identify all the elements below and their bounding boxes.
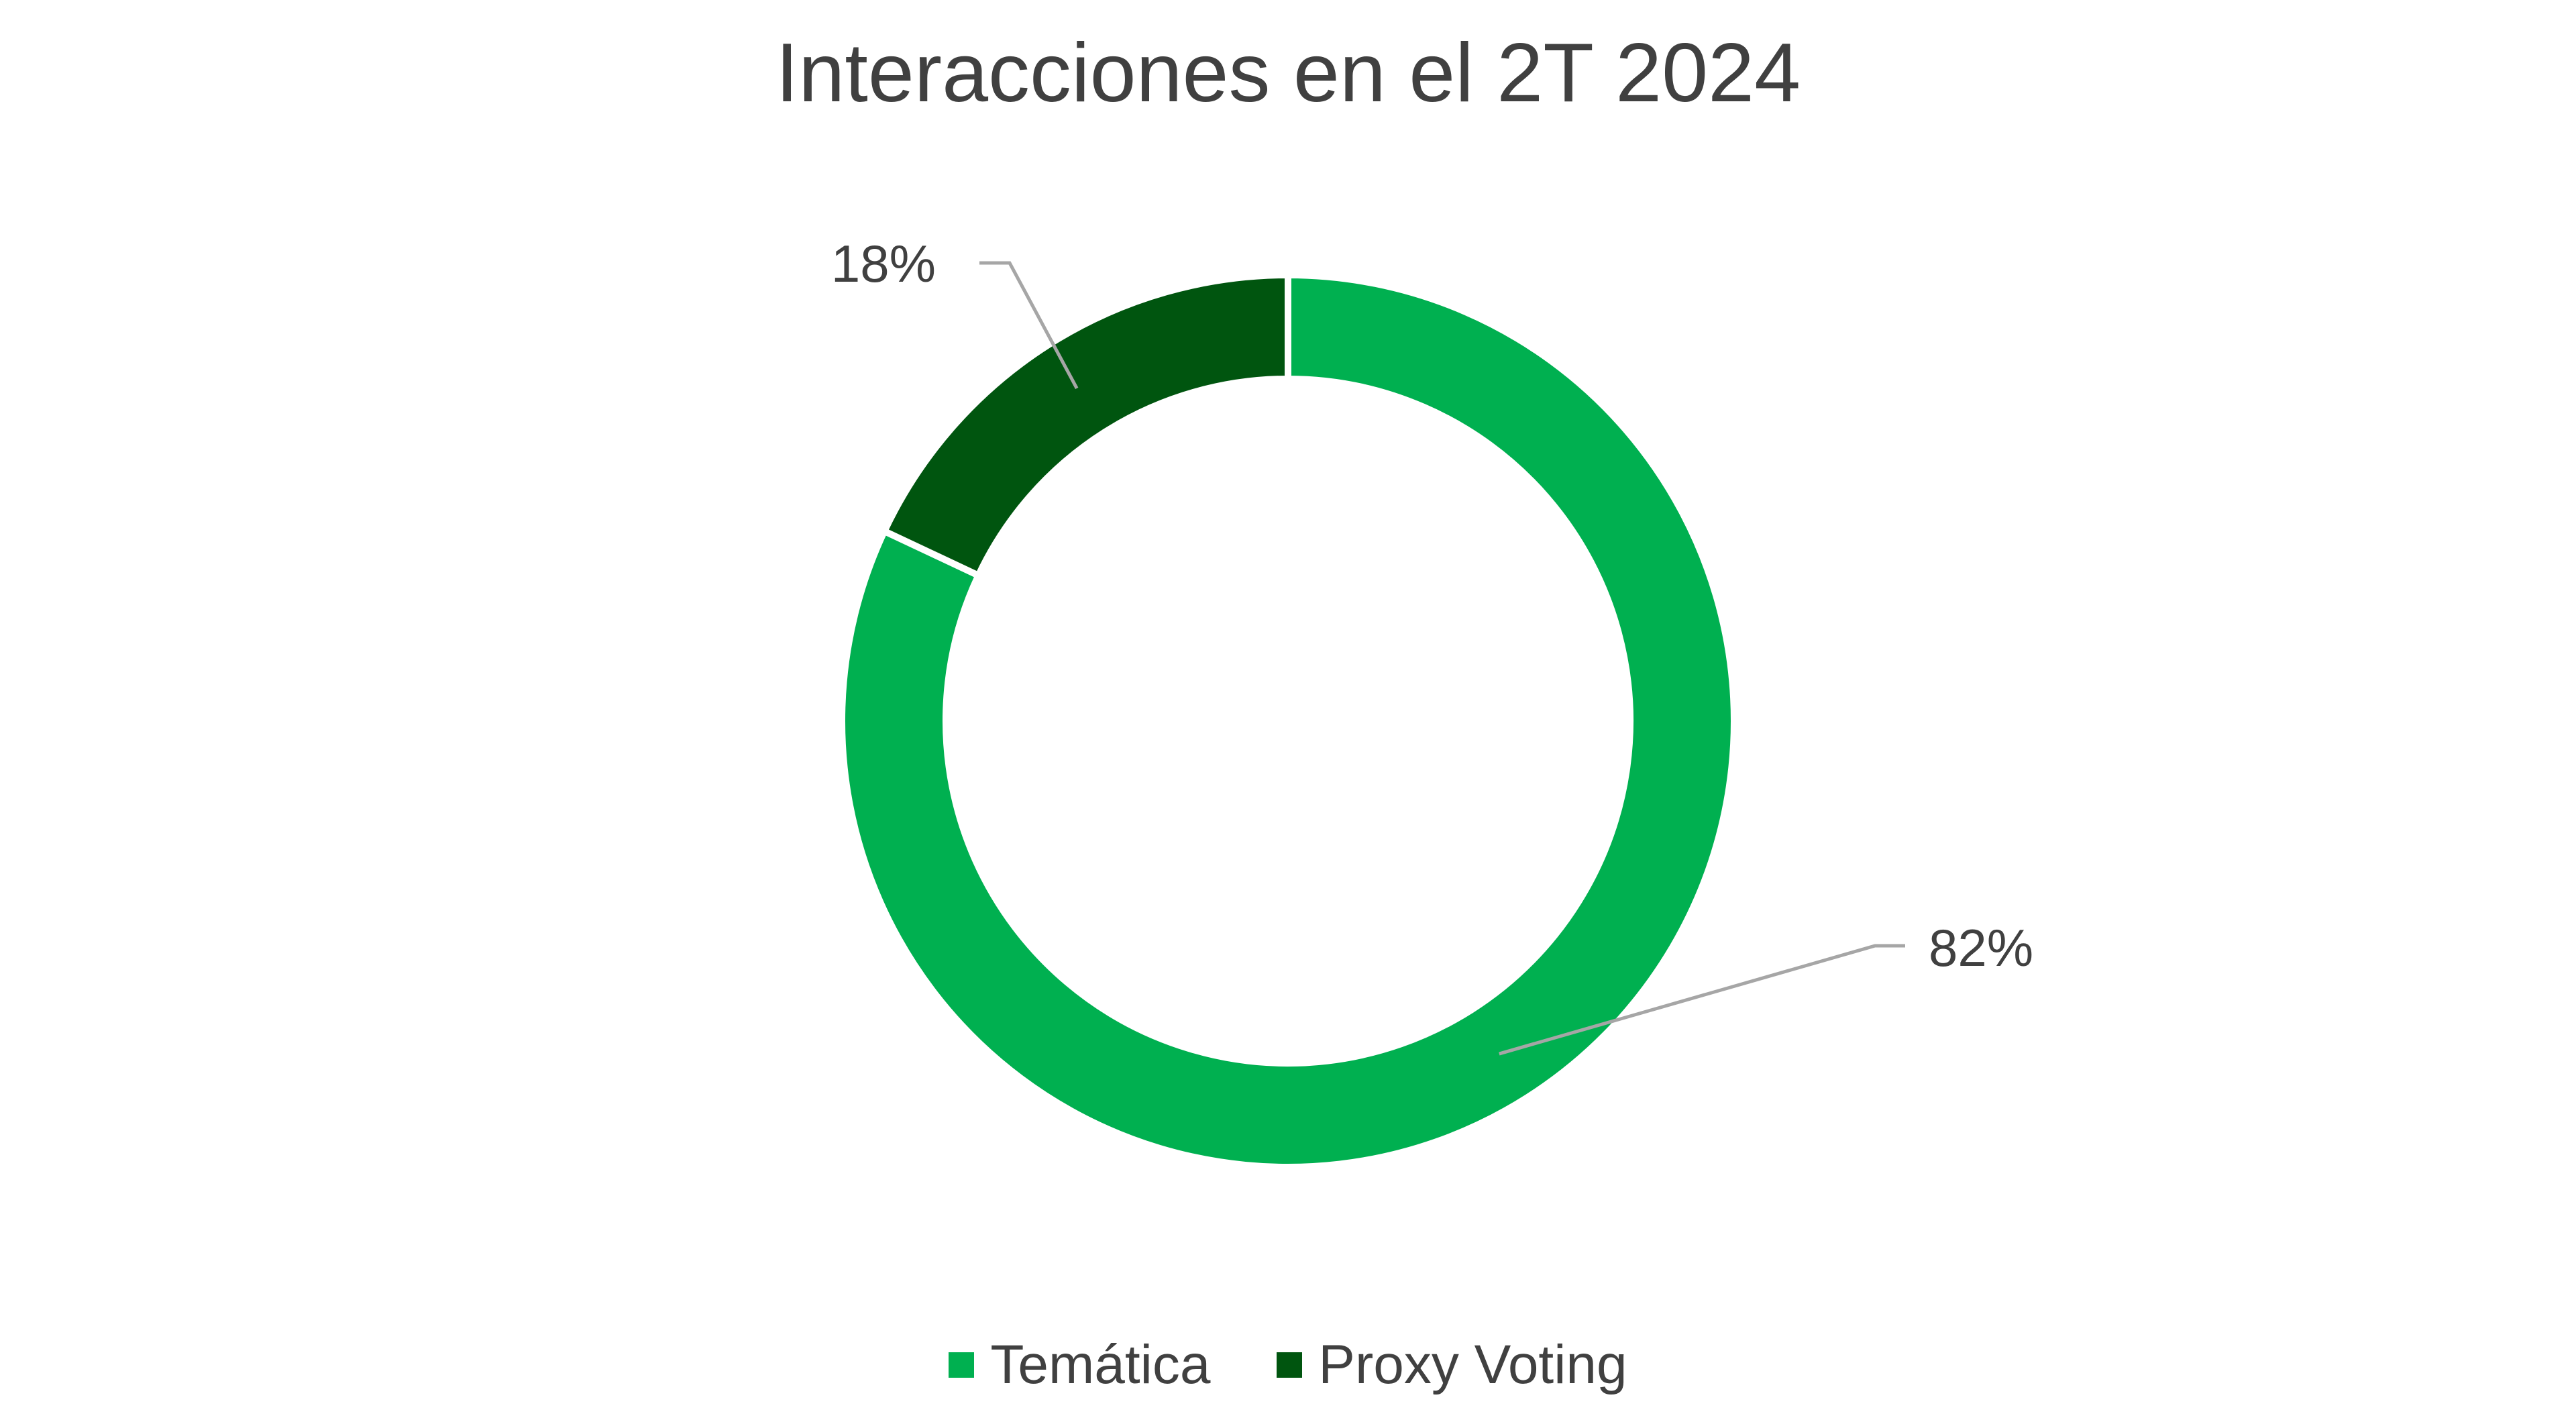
legend: Temática Proxy Voting (0, 1328, 2576, 1397)
legend-label-tematica: Temática (990, 1334, 1211, 1395)
leader-line-0 (1499, 944, 1905, 1056)
leader-lines (979, 261, 1905, 1056)
leader-line-1 (979, 261, 1079, 390)
legend-label-proxy-voting: Proxy Voting (1318, 1334, 1627, 1395)
legend-item-tematica: Temática (949, 1333, 1210, 1397)
donut-slice-tematica (839, 271, 1737, 1170)
donut-chart: 82% 18% (830, 234, 2034, 1170)
data-labels: 82% 18% (831, 234, 2033, 977)
donut-slices (839, 271, 1737, 1170)
legend-item-proxy-voting: Proxy Voting (1277, 1333, 1627, 1397)
data-label-0: 82% (1929, 918, 2033, 977)
donut-slice-proxy-voting (879, 271, 1291, 580)
legend-swatch-tematica (949, 1352, 975, 1378)
legend-swatch-proxy-voting (1277, 1352, 1303, 1378)
data-label-1: 18% (831, 234, 936, 293)
chart-title: Interacciones en el 2T 2024 (775, 27, 1801, 119)
